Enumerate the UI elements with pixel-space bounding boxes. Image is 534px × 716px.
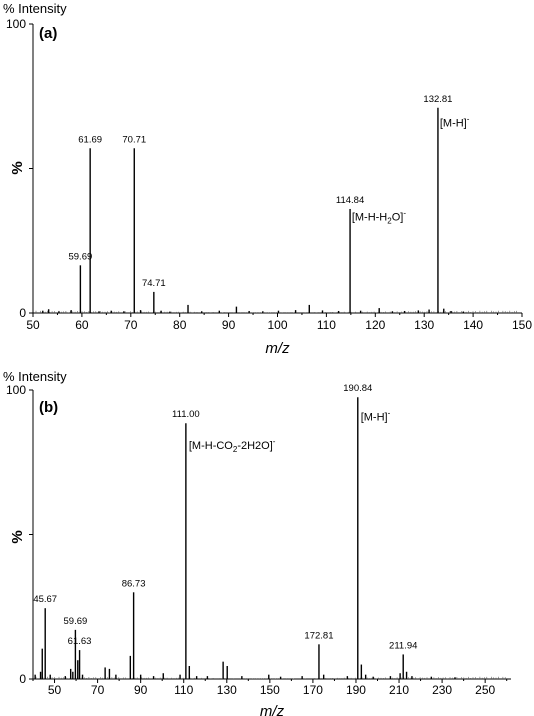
x-tick-label: 130 <box>414 318 434 332</box>
ion-label-part: - <box>467 115 470 124</box>
ion-label-part: [M-H] <box>361 411 388 423</box>
x-tick-label: 210 <box>389 683 409 697</box>
y-axis-label: % <box>9 530 26 543</box>
x-tick-label: 70 <box>91 683 105 697</box>
y-tick-label: 100 <box>6 383 26 397</box>
ion-label-part: 2 <box>233 445 238 454</box>
x-tick-label: 170 <box>303 683 323 697</box>
ion-label: [M-H]- <box>361 408 391 423</box>
x-tick-label: 60 <box>75 318 89 332</box>
ion-label-part: 2 <box>387 217 392 226</box>
ion-label-part: - <box>403 209 406 218</box>
x-axis-label: m/z <box>260 703 285 716</box>
x-tick-label: 130 <box>217 683 237 697</box>
x-tick-label: 90 <box>222 318 236 332</box>
x-tick-label: 230 <box>432 683 452 697</box>
ion-label: [M-H]- <box>440 115 470 130</box>
peak-value-label: 132.81 <box>423 94 452 105</box>
x-tick-label: 110 <box>174 683 193 697</box>
ion-label-part: O] <box>392 212 404 224</box>
x-tick-label: 50 <box>48 683 62 697</box>
ion-label: [M-H-CO2-2H2O]- <box>189 437 276 454</box>
peak-value-label: 86.73 <box>122 578 146 589</box>
x-tick-label: 150 <box>512 318 532 332</box>
x-tick-label: 190 <box>346 683 366 697</box>
x-tick-label: 110 <box>317 318 336 332</box>
y-tick-label: 100 <box>6 17 26 31</box>
peak-value-label: 61.63 <box>68 636 92 647</box>
x-tick-label: 100 <box>267 318 287 332</box>
y-tick-label: 0 <box>19 672 26 686</box>
y-axis-title: % Intensity <box>3 369 67 384</box>
y-tick-label: 0 <box>19 306 26 320</box>
peak-value-label: 45.67 <box>33 594 57 605</box>
x-tick-label: 90 <box>134 683 148 697</box>
peak-value-label: 74.71 <box>142 278 166 289</box>
peak-value-label: 111.00 <box>172 409 200 420</box>
peak-value-label: 59.69 <box>68 251 92 262</box>
spectrum-panel-a: % Intensity (a)% 0 100 50 60 70 80 90 100 110 120 13… <box>3 1 532 357</box>
peak-value-label: 59.69 <box>64 616 88 627</box>
x-tick-label: 140 <box>463 318 483 332</box>
peak-value-label: 211.94 <box>389 640 417 651</box>
peak-value-label: 114.84 <box>336 195 364 206</box>
x-tick-label: 120 <box>365 318 385 332</box>
x-axis-label: m/z <box>265 340 290 357</box>
ion-label-part: [M-H-H <box>352 212 387 224</box>
panel-label: (a) <box>39 25 57 42</box>
ion-label-part: -2H2O] <box>237 440 272 452</box>
peak-value-label: 190.84 <box>343 383 372 394</box>
y-axis-label: % <box>9 161 26 174</box>
x-tick-label: 50 <box>26 318 40 332</box>
x-tick-label: 70 <box>124 318 138 332</box>
ion-label-part: - <box>388 408 391 417</box>
spectrum-panel-b: % Intensity (b)% 0 100 50 70 90 110 130 150 170 190… <box>3 369 511 716</box>
ion-label: [M-H-H2O]- <box>352 209 407 226</box>
ion-label-part: [M-H-CO <box>189 440 233 452</box>
peak-value-label: 70.71 <box>122 134 146 145</box>
peak-value-label: 172.81 <box>304 630 333 641</box>
x-tick-label: 80 <box>173 318 187 332</box>
ion-label-part: - <box>273 437 276 446</box>
y-axis-title: % Intensity <box>3 1 67 16</box>
ion-label-part: [M-H] <box>440 118 467 130</box>
x-tick-label: 250 <box>475 683 495 697</box>
peak-value-label: 61.69 <box>78 134 102 145</box>
x-tick-label: 150 <box>260 683 280 697</box>
panel-label: (b) <box>39 399 58 416</box>
